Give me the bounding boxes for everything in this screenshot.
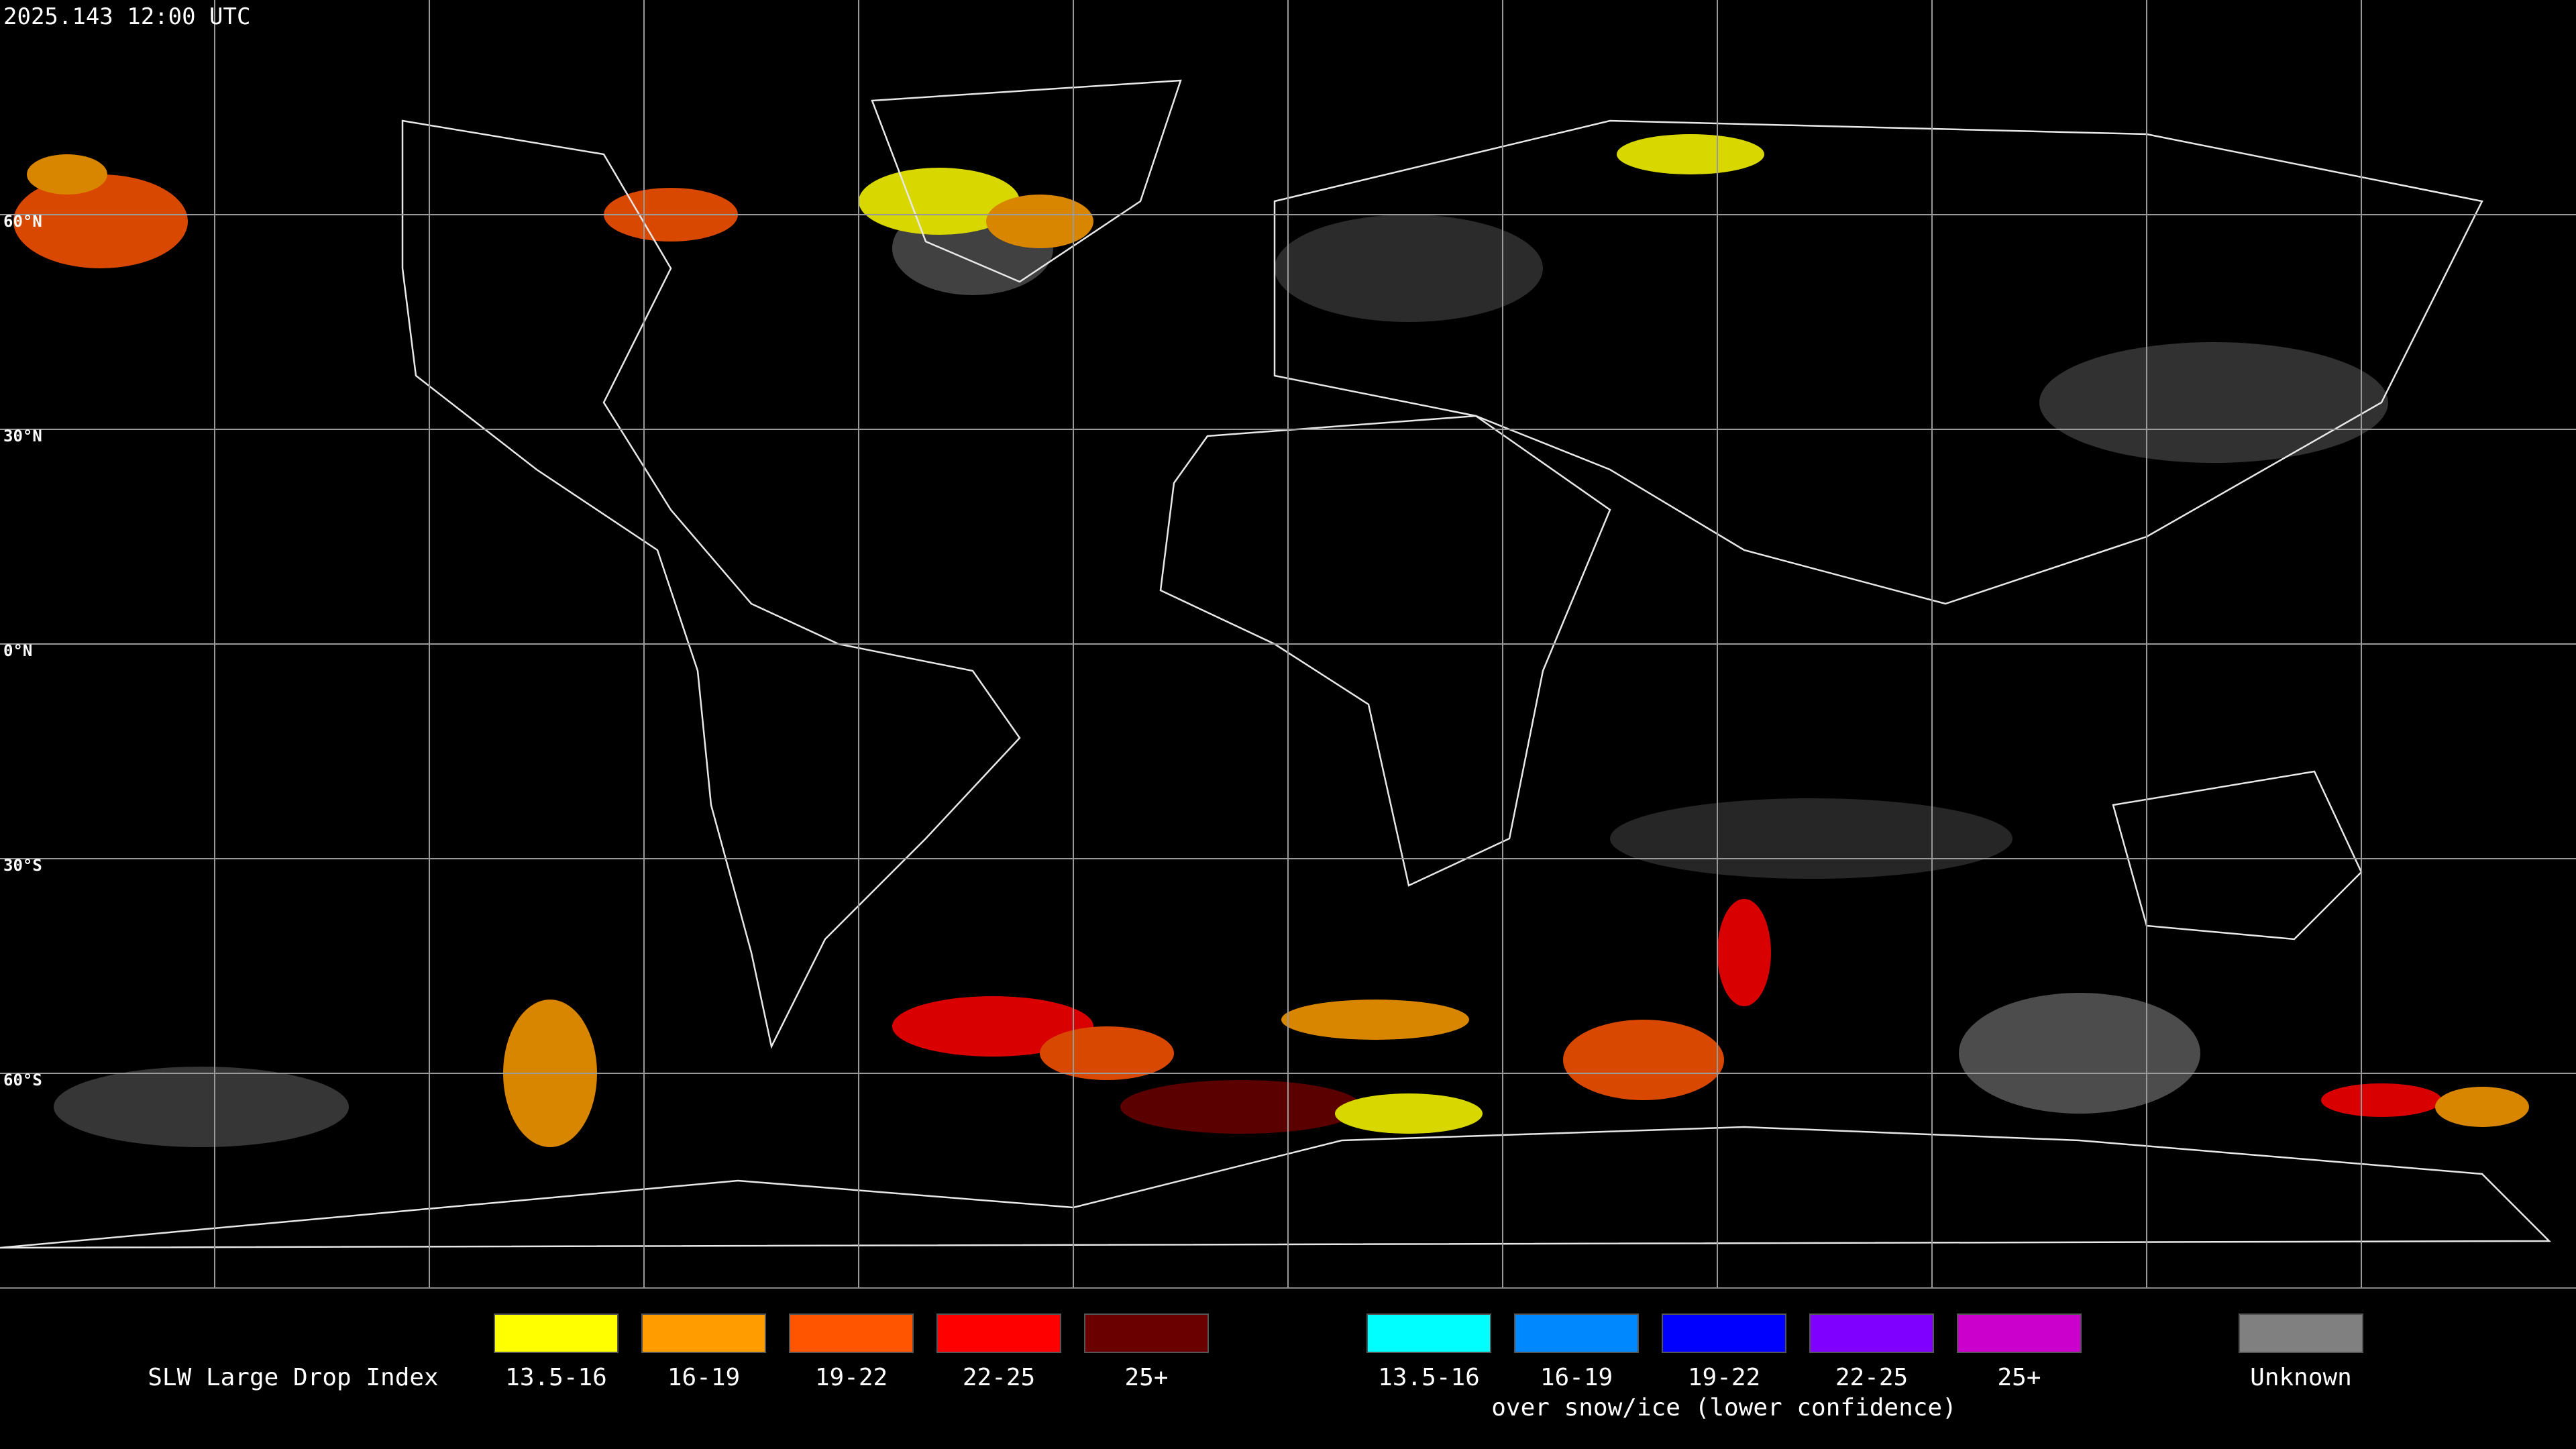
legend-label: 25+ [1124,1364,1168,1391]
legend-swatch [936,1313,1061,1353]
legend-label: Unknown [2250,1364,2352,1391]
latitude-label: 0°N [3,641,32,660]
legend-label: 13.5-16 [505,1364,607,1391]
legend-label: 19-22 [1688,1364,1760,1391]
legend-swatch [789,1313,914,1353]
legend-label: 25+ [1997,1364,2041,1391]
latitude-label: 60°S [3,1071,42,1089]
latitude-label: 30°S [3,856,42,875]
legend-swatch [1366,1313,1491,1353]
legend-swatch [1514,1313,1639,1353]
graticule [0,0,2576,1289]
legend-label: 16-19 [667,1364,740,1391]
legend-label: 22-25 [1835,1364,1908,1391]
legend-label: 19-22 [815,1364,888,1391]
latitude-label: 30°N [3,427,42,445]
legend-label: 22-25 [963,1364,1035,1391]
legend-swatch [1662,1313,1786,1353]
legend-swatch [1084,1313,1209,1353]
latitude-labels: 60°N 30°N 0°N 30°S 60°S [3,212,42,1089]
legend-label: 16-19 [1540,1364,1613,1391]
legend-swatch [494,1313,619,1353]
legend-label: 13.5-16 [1378,1364,1480,1391]
legend: SLW Large Drop Index 13.5-16 16-19 19-22 22… [148,1313,2363,1421]
legend-swatch [1809,1313,1934,1353]
legend-swatch [2239,1313,2363,1353]
legend-caption: over snow/ice (lower confidence) [1491,1394,1957,1421]
latitude-label: 60°N [3,212,42,231]
coastlines [0,79,2552,1249]
legend-title: SLW Large Drop Index [148,1364,438,1391]
legend-swatch [641,1313,766,1353]
legend-swatch [1957,1313,2082,1353]
map: 2025.143 12:00 UTC 60°N 30°N 0°N 30°S 60°S [0,0,2576,1289]
timestamp: 2025.143 12:00 UTC [3,3,250,30]
